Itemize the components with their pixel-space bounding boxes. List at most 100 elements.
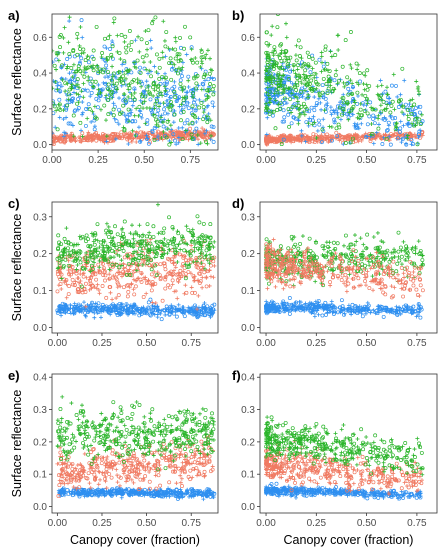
point-red (278, 260, 283, 265)
point-green (296, 121, 301, 126)
point-red (417, 293, 422, 298)
point-blue (330, 308, 335, 313)
point-green (159, 254, 164, 259)
point-red (203, 137, 208, 142)
point-blue (335, 111, 340, 116)
point-green (178, 67, 183, 72)
point-green (301, 63, 306, 68)
series-red-d (264, 237, 425, 300)
point-red (134, 278, 139, 283)
point-blue (418, 128, 423, 133)
point-green (190, 120, 195, 125)
point-red (406, 273, 411, 278)
point-green (208, 222, 213, 227)
point-green (355, 67, 360, 72)
point-green (278, 244, 283, 249)
point-blue (269, 299, 274, 304)
point-green (412, 263, 417, 268)
point-green (358, 253, 363, 258)
point-red (177, 252, 182, 257)
panel-label-b: b) (232, 8, 244, 23)
point-green (98, 107, 103, 112)
point-green (200, 61, 205, 66)
point-red (345, 276, 350, 281)
point-blue (401, 123, 406, 128)
point-blue (380, 117, 385, 122)
point-green (268, 71, 273, 76)
point-blue (324, 107, 329, 112)
point-green (206, 235, 211, 240)
point-red (107, 285, 112, 289)
point-red (381, 290, 386, 295)
point-blue (130, 311, 135, 316)
point-green (298, 74, 303, 79)
point-blue (290, 94, 295, 99)
point-blue (279, 305, 284, 310)
point-blue (145, 121, 150, 126)
point-blue (298, 62, 303, 67)
point-green (52, 101, 55, 106)
point-red (95, 282, 100, 287)
point-green (121, 231, 126, 236)
point-green (59, 242, 64, 247)
point-red (416, 272, 421, 277)
point-red (196, 293, 201, 298)
point-green (120, 243, 125, 248)
point-green (103, 255, 108, 260)
point-green (360, 113, 365, 118)
point-red (318, 135, 323, 140)
point-green (167, 215, 171, 220)
point-green (105, 98, 110, 102)
point-green (173, 56, 178, 61)
point-green (179, 118, 183, 123)
point-blue (367, 114, 372, 119)
point-red (281, 286, 286, 291)
point-green (87, 107, 92, 112)
point-blue (168, 95, 173, 99)
point-green (104, 118, 109, 123)
point-green (61, 108, 66, 113)
point-blue (204, 308, 209, 313)
point-blue (176, 135, 181, 140)
point-green (293, 53, 298, 58)
point-red (288, 284, 293, 289)
point-red (199, 132, 204, 137)
point-red (188, 126, 193, 131)
point-green (302, 112, 307, 117)
point-green (329, 54, 334, 59)
point-green (168, 123, 173, 128)
point-red (198, 268, 203, 273)
point-green (129, 223, 134, 228)
point-blue (203, 313, 208, 318)
point-green (57, 260, 62, 265)
point-green (415, 120, 420, 125)
point-blue (316, 118, 321, 123)
point-blue (156, 134, 161, 139)
point-green (367, 263, 372, 268)
point-blue (380, 142, 385, 146)
point-green (136, 258, 141, 263)
point-red (196, 265, 200, 270)
point-green (173, 35, 178, 40)
point-blue (208, 315, 213, 320)
point-blue (159, 317, 164, 322)
point-green (121, 125, 126, 130)
point-red (365, 269, 370, 274)
point-green (147, 106, 152, 111)
point-green (92, 248, 97, 253)
point-green (284, 21, 289, 26)
point-red (89, 133, 94, 138)
point-green (264, 104, 269, 109)
point-green (414, 115, 419, 120)
point-blue (282, 119, 287, 124)
point-green (119, 263, 124, 268)
point-red (163, 267, 168, 272)
point-green (127, 82, 132, 87)
point-green (323, 47, 328, 52)
point-green (75, 31, 80, 36)
point-blue (110, 307, 115, 312)
point-red (314, 133, 318, 138)
series-blue-d (264, 296, 424, 320)
point-red (116, 293, 121, 298)
point-green (150, 18, 155, 23)
